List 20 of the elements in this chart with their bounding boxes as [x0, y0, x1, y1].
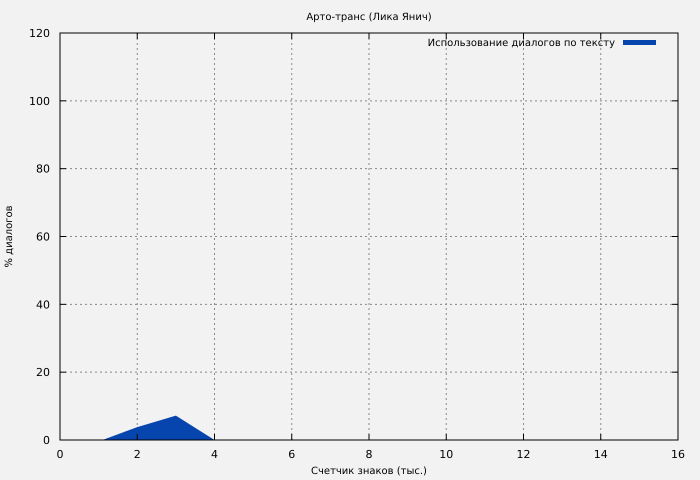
x-tick-label: 16	[671, 448, 685, 461]
x-tick-label: 10	[439, 448, 454, 461]
y-tick-label: 100	[29, 94, 50, 108]
x-tick-label: 12	[516, 448, 530, 461]
x-tick-label: 4	[211, 448, 218, 461]
y-tick-label: 20	[36, 366, 50, 380]
y-tick-label: 120	[29, 27, 50, 40]
chart-title: Арто-транс (Лика Янич)	[306, 12, 432, 23]
legend-label: Использование диалогов по тексту	[428, 38, 616, 49]
y-tick-label: 0	[43, 434, 50, 447]
y-tick-label: 40	[36, 298, 50, 312]
x-tick-label: 8	[366, 448, 372, 461]
x-tick-label: 6	[288, 448, 296, 461]
y-tick-label: 80	[36, 162, 50, 176]
x-tick-label: 0	[56, 448, 64, 461]
x-tick-label: 2	[134, 448, 141, 461]
x-tick-label: 14	[594, 448, 608, 461]
x-axis-title: Счетчик знаков (тыс.)	[311, 466, 428, 477]
y-axis-title: % диалогов	[4, 205, 15, 268]
y-tick-label: 60	[36, 230, 50, 244]
